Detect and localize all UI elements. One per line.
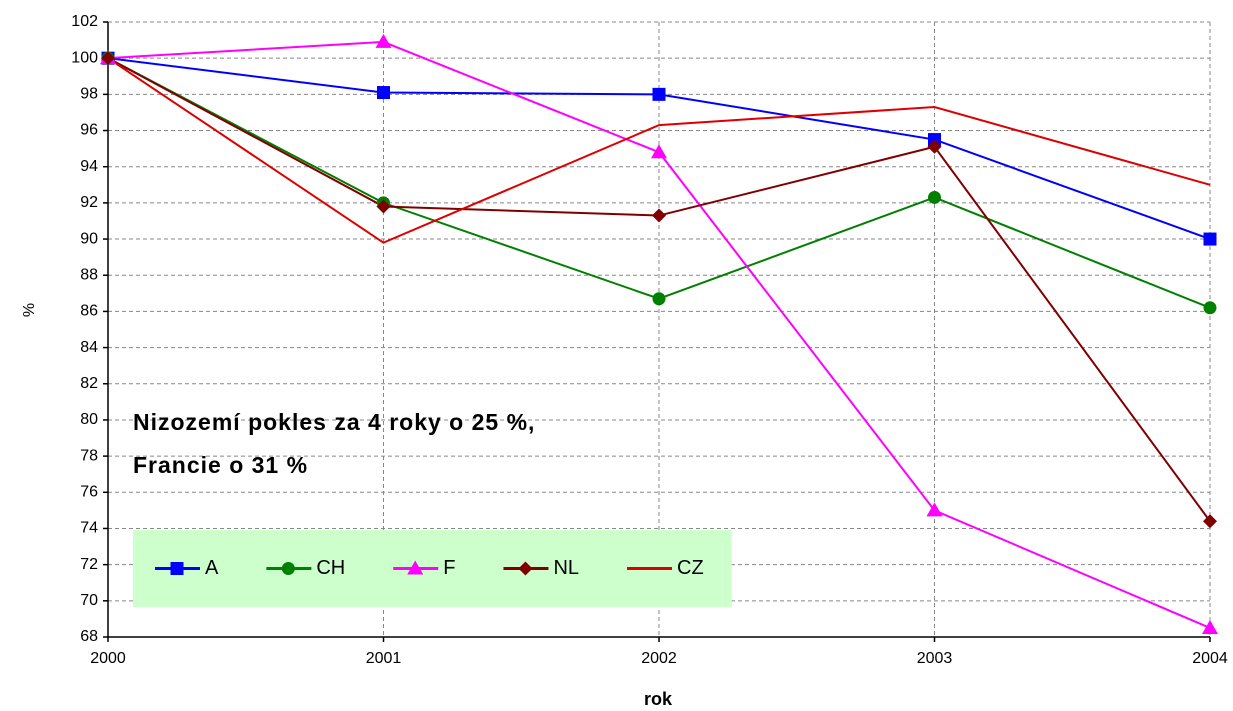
marker (1203, 514, 1217, 529)
annotation: Nizozemí pokles za 4 roky o 25 %, (133, 409, 535, 435)
marker (928, 133, 941, 147)
marker (927, 139, 942, 154)
marker (170, 562, 184, 575)
marker (652, 87, 666, 101)
y-tick-label: 100 (71, 49, 98, 66)
y-tick-label: 78 (80, 447, 98, 464)
marker (652, 208, 666, 223)
marker (651, 144, 667, 159)
legend-item: CZ (627, 557, 704, 579)
y-tick-label: 90 (80, 230, 98, 247)
y-tick-label: 82 (80, 375, 98, 392)
legend-item: A (155, 557, 219, 579)
marker (1203, 232, 1217, 246)
x-tick-label: 2003 (917, 650, 953, 667)
y-tick-label: 74 (80, 520, 98, 537)
marker (1202, 619, 1218, 634)
x-tick-label: 2000 (90, 650, 126, 667)
y-tick-label: 84 (80, 339, 98, 356)
series-line (107, 57, 1211, 244)
x-tick-label: 2004 (1192, 650, 1228, 667)
marker (1203, 301, 1217, 315)
legend-label: F (443, 557, 455, 579)
marker (926, 502, 943, 517)
annotation: Francie o 31 % (133, 452, 308, 478)
legend-label: CZ (677, 557, 704, 579)
legend-label: CH (316, 557, 345, 579)
y-tick-label: 88 (80, 266, 98, 283)
y-tick-label: 94 (80, 158, 98, 175)
marker (281, 562, 295, 575)
y-tick-label: 68 (80, 628, 98, 645)
marker (376, 199, 391, 214)
legend-label: NL (553, 557, 579, 579)
x-tick-label: 2002 (641, 650, 677, 667)
y-axis-label: % (21, 303, 38, 317)
x-axis-label: rok (644, 689, 673, 709)
y-tick-label: 102 (71, 13, 98, 30)
x-tick-label: 2001 (366, 650, 402, 667)
marker (375, 33, 392, 48)
marker (101, 51, 115, 66)
y-tick-label: 92 (80, 194, 98, 211)
marker (518, 561, 533, 576)
y-tick-label: 72 (80, 556, 98, 573)
y-tick-label: 80 (80, 411, 98, 428)
y-tick-label: 70 (80, 592, 98, 609)
y-tick-label: 96 (80, 122, 98, 139)
marker (407, 560, 424, 575)
legend-item: F (393, 557, 455, 579)
marker (652, 292, 666, 306)
marker (928, 190, 941, 204)
y-tick-label: 98 (80, 86, 98, 103)
legend-label: A (205, 557, 219, 579)
marker (377, 86, 390, 100)
y-tick-label: 86 (80, 303, 98, 320)
y-tick-label: 76 (80, 484, 98, 501)
legend-item: NL (503, 557, 579, 579)
legend-item: CH (266, 557, 345, 579)
